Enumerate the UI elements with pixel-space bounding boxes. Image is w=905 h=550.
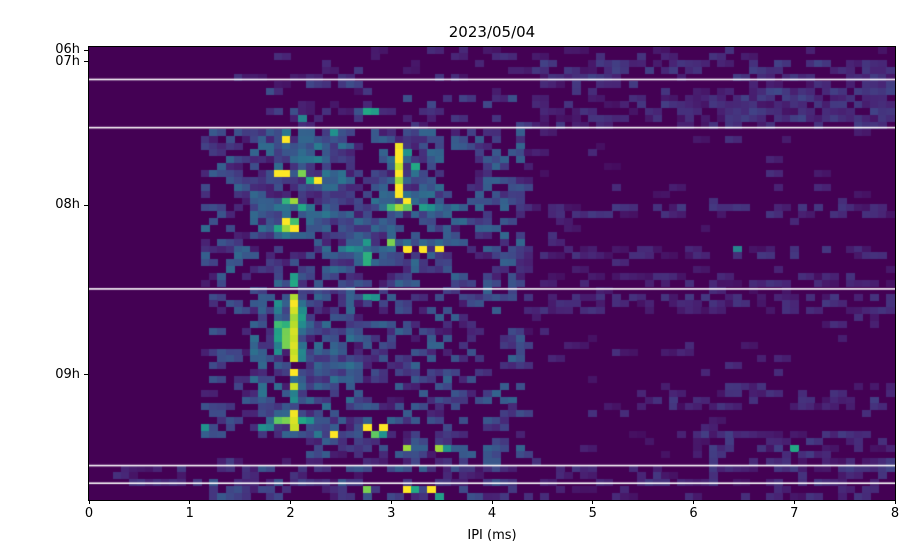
x-tick-mark — [189, 500, 191, 504]
x-tick-label: 3 — [387, 506, 396, 521]
x-tick-label: 7 — [790, 506, 799, 521]
x-tick-label: 0 — [84, 506, 94, 521]
plot-title: 2023/05/04 — [448, 23, 536, 41]
x-axis-label: IPI (ms) — [467, 528, 517, 543]
x-tick-mark — [491, 500, 493, 504]
x-tick-mark — [693, 500, 694, 504]
y-tick-mark — [84, 49, 88, 51]
x-tick-label: 1 — [185, 506, 194, 521]
y-tick-label: 09h — [55, 366, 80, 382]
y-tick-label: 06h — [55, 42, 80, 58]
x-tick-label: 4 — [487, 506, 497, 521]
y-tick-mark — [84, 204, 88, 206]
heatmap-canvas — [89, 47, 895, 500]
x-tick-mark — [894, 500, 896, 504]
x-tick-mark — [88, 500, 90, 504]
x-tick-label: 8 — [890, 506, 900, 521]
y-tick-mark — [84, 61, 88, 63]
x-tick-label: 6 — [689, 506, 698, 521]
y-tick-mark — [84, 374, 88, 376]
plot-area — [88, 46, 896, 501]
y-tick-label: 08h — [55, 197, 80, 213]
y-tick-label: 07h — [55, 53, 80, 69]
x-tick-mark — [793, 500, 795, 504]
x-tick-mark — [390, 500, 392, 504]
x-tick-mark — [592, 500, 594, 504]
x-tick-label: 5 — [588, 506, 597, 521]
x-tick-label: 2 — [286, 506, 295, 521]
x-tick-mark — [290, 500, 291, 504]
